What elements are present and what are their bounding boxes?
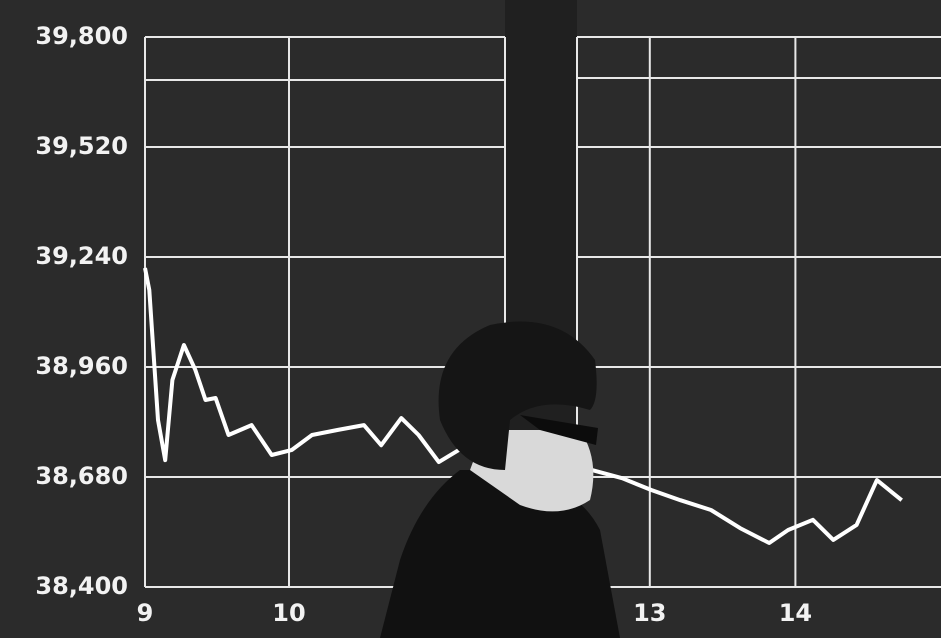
price-line [143, 267, 903, 545]
x-tick-label: 13 [633, 599, 666, 627]
person [380, 321, 620, 638]
y-tick-label: 39,800 [35, 22, 128, 50]
person-body [380, 470, 620, 638]
y-tick-label: 38,680 [35, 462, 128, 490]
y-tick-label: 38,400 [35, 572, 128, 600]
person-hair [438, 321, 597, 470]
x-tick-label: 14 [779, 599, 812, 627]
x-tick-label: 9 [137, 599, 154, 627]
y-tick-label: 39,520 [35, 132, 128, 160]
y-tick-label: 39,240 [35, 242, 128, 270]
y-tick-label: 38,960 [35, 352, 128, 380]
x-tick-label: 10 [272, 599, 305, 627]
person-glasses [520, 415, 598, 445]
